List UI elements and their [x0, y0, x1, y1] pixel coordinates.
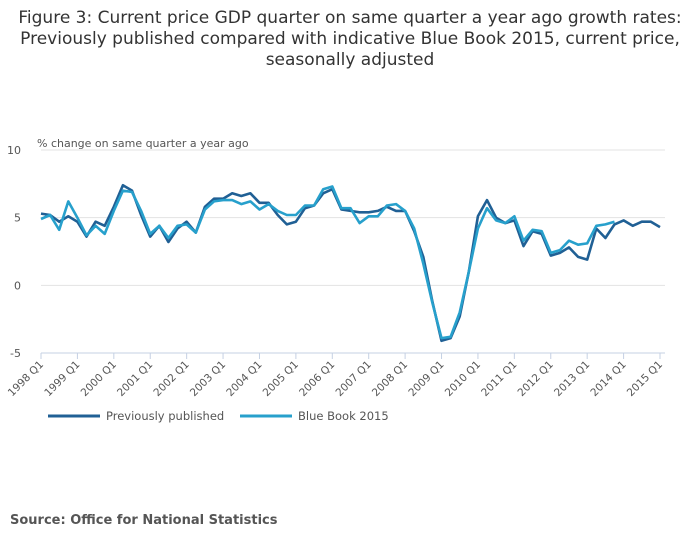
x-tick-label: 1999 Q1 — [42, 359, 82, 399]
series-line-1 — [40, 185, 615, 340]
y-tick-label: -5 — [10, 347, 21, 360]
x-tick-label: 2008 Q1 — [370, 359, 410, 399]
x-tick-label: 2009 Q1 — [406, 359, 446, 399]
y-tick-label: 5 — [14, 212, 21, 225]
x-tick-label: 2002 Q1 — [151, 359, 191, 399]
x-tick-label: 2010 Q1 — [443, 359, 483, 399]
x-tick-label: 2000 Q1 — [79, 359, 119, 399]
x-tick-label: 2015 Q1 — [625, 359, 665, 399]
y-tick-label: 10 — [7, 144, 21, 157]
x-tick-label: 2003 Q1 — [188, 359, 228, 399]
x-tick-label: 2006 Q1 — [297, 359, 337, 399]
x-tick-label: 1998 Q1 — [6, 359, 46, 399]
y-tick-label: 0 — [14, 279, 21, 292]
chart-title: Figure 3: Current price GDP quarter on s… — [18, 8, 682, 70]
x-tick-label: 2001 Q1 — [115, 359, 155, 399]
series-line-0 — [40, 183, 661, 343]
x-tick-label: 2007 Q1 — [334, 359, 374, 399]
x-tick-label: 2013 Q1 — [552, 359, 592, 399]
source-note: Source: Office for National Statistics — [10, 513, 278, 528]
x-tick-label: 2012 Q1 — [516, 359, 556, 399]
x-tick-label: 2004 Q1 — [224, 359, 264, 399]
y-axis-label: % change on same quarter a year ago — [37, 137, 249, 150]
x-tick-label: 2005 Q1 — [261, 359, 301, 399]
legend-label: Previously published — [106, 409, 224, 423]
x-tick-label: 2011 Q1 — [479, 359, 519, 399]
x-tick-label: 2014 Q1 — [588, 359, 628, 399]
legend-label: Blue Book 2015 — [298, 409, 389, 423]
